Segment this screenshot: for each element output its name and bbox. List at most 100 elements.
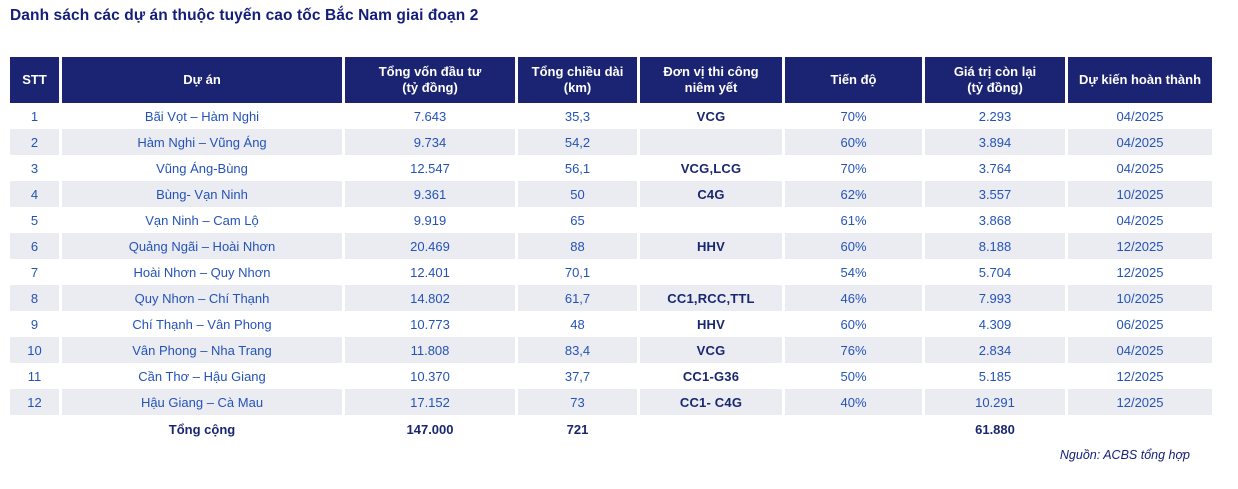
row-7-cell-4 bbox=[640, 259, 785, 285]
table-row: 12 Hậu Giang – Cà Mau 17.152 73 CC1- C4G 40% 1… bbox=[10, 389, 1212, 415]
row-5-cell-1: Vạn Ninh – Cam Lộ bbox=[62, 207, 345, 233]
column-header-1: Dự án bbox=[62, 57, 345, 103]
total-cell-1: Tổng cộng bbox=[62, 415, 345, 443]
row-3-cell-1: Vũng Áng-Bùng bbox=[62, 155, 345, 181]
row-12-cell-1: Hậu Giang – Cà Mau bbox=[62, 389, 345, 415]
row-9-cell-5: 60% bbox=[785, 311, 925, 337]
table-row: 11 Cần Thơ – Hậu Giang 10.370 37,7 CC1-G36 50… bbox=[10, 363, 1212, 389]
row-10-cell-1: Vân Phong – Nha Trang bbox=[62, 337, 345, 363]
row-2-cell-3: 54,2 bbox=[518, 129, 640, 155]
row-7-cell-3: 70,1 bbox=[518, 259, 640, 285]
row-1-cell-7: 04/2025 bbox=[1116, 108, 1164, 124]
row-3-cell-6: 3.764 bbox=[925, 155, 1068, 181]
row-12-cell-7: 12/2025 bbox=[1068, 389, 1212, 415]
column-header-6: Giá trị còn lại (tỷ đồng) bbox=[925, 57, 1068, 103]
table-body: 1 Bãi Vọt – Hàm Nghi 7.643 35,3 VCG 70% 2.293 0… bbox=[10, 103, 1212, 415]
row-4-cell-1: Bùng- Vạn Ninh bbox=[62, 181, 345, 207]
row-12-cell-5: 40% bbox=[785, 389, 925, 415]
column-header-7: Dự kiến hoàn thành bbox=[1068, 57, 1212, 103]
row-4-cell-4: C4G bbox=[640, 181, 785, 207]
table-total-row: Tổng cộng 147.000 721 61.880 bbox=[10, 415, 1212, 443]
row-10-cell-5: 76% bbox=[785, 337, 925, 363]
row-8-cell-0: 8 bbox=[10, 285, 62, 311]
row-1-cell-6: 2.293 bbox=[925, 103, 1068, 129]
row-12-cell-6: 10.291 bbox=[925, 389, 1068, 415]
row-12-cell-0: 12 bbox=[10, 389, 62, 415]
row-6-cell-4: HHV bbox=[640, 233, 785, 259]
row-6-cell-1: Quảng Ngãi – Hoài Nhơn bbox=[62, 233, 345, 259]
row-7-cell-7: 12/2025 bbox=[1116, 264, 1164, 280]
row-8-cell-3: 61,7 bbox=[518, 285, 640, 311]
row-3-cell-4: VCG,LCG bbox=[640, 155, 785, 181]
row-1-cell-1: Bãi Vọt – Hàm Nghi bbox=[62, 103, 345, 129]
projects-table: STT Dự án Tổng vốn đầu tư (tỷ đồng) Tổng ch… bbox=[10, 57, 1212, 443]
row-12-cell-4: CC1- C4G bbox=[640, 389, 785, 415]
table-row: 1 Bãi Vọt – Hàm Nghi 7.643 35,3 VCG 70% 2.293 0… bbox=[10, 103, 1212, 129]
total-cell-6: 61.880 bbox=[925, 415, 1068, 443]
row-1-cell-3: 35,3 bbox=[518, 103, 640, 129]
table-row: 7 Hoài Nhơn – Quy Nhơn 12.401 70,1 54% 5.704 1… bbox=[10, 259, 1212, 285]
row-11-cell-0: 11 bbox=[10, 363, 62, 389]
row-12-cell-3: 73 bbox=[518, 389, 640, 415]
row-2-cell-1: Hàm Nghi – Vũng Áng bbox=[62, 129, 345, 155]
row-5-cell-0: 5 bbox=[10, 207, 62, 233]
row-6-cell-5: 60% bbox=[785, 233, 925, 259]
row-6-cell-7: 12/2025 bbox=[1068, 233, 1212, 259]
column-header-4: Đơn vị thi công niêm yết bbox=[640, 57, 785, 103]
source-note: Nguồn: ACBS tổng hợp bbox=[1059, 448, 1190, 462]
table-row: 8 Quy Nhơn – Chí Thạnh 14.802 61,7 CC1,RCC,T… bbox=[10, 285, 1212, 311]
row-8-cell-6: 7.993 bbox=[925, 285, 1068, 311]
row-10-cell-3: 83,4 bbox=[518, 337, 640, 363]
row-11-cell-5: 50% bbox=[785, 363, 925, 389]
table-row: 5 Vạn Ninh – Cam Lộ 9.919 65 61% 3.868 04/2025 bbox=[10, 207, 1212, 233]
row-2-cell-2: 9.734 bbox=[345, 129, 518, 155]
row-4-cell-3: 50 bbox=[518, 181, 640, 207]
row-1-cell-4: VCG bbox=[640, 103, 785, 129]
row-4-cell-6: 3.557 bbox=[925, 181, 1068, 207]
row-2-cell-5: 60% bbox=[785, 129, 925, 155]
row-11-cell-3: 37,7 bbox=[518, 363, 640, 389]
row-7-cell-0: 7 bbox=[10, 259, 62, 285]
row-4-cell-0: 4 bbox=[10, 181, 62, 207]
row-3-cell-7: 04/2025 bbox=[1116, 160, 1164, 176]
column-header-2: Tổng vốn đầu tư (tỷ đồng) bbox=[345, 57, 518, 103]
row-1-cell-0: 1 bbox=[10, 103, 62, 129]
total-cell-4 bbox=[640, 415, 785, 443]
row-3-cell-3: 56,1 bbox=[518, 155, 640, 181]
row-9-cell-3: 48 bbox=[518, 311, 640, 337]
row-8-cell-2: 14.802 bbox=[345, 285, 518, 311]
row-1-cell-5: 70% bbox=[785, 103, 925, 129]
row-5-cell-4 bbox=[640, 207, 785, 233]
row-11-cell-7: 12/2025 bbox=[1116, 368, 1164, 384]
row-6-cell-3: 88 bbox=[518, 233, 640, 259]
row-7-cell-5: 54% bbox=[785, 259, 925, 285]
table-row: 10 Vân Phong – Nha Trang 11.808 83,4 VCG 76% 2… bbox=[10, 337, 1212, 363]
row-2-cell-6: 3.894 bbox=[925, 129, 1068, 155]
table-row: 3 Vũng Áng-Bùng 12.547 56,1 VCG,LCG 70% 3.764 0… bbox=[10, 155, 1212, 181]
column-header-0: STT bbox=[10, 57, 62, 103]
column-header-3: Tổng chiều dài (km) bbox=[518, 57, 640, 103]
row-11-cell-1: Cần Thơ – Hậu Giang bbox=[62, 363, 345, 389]
row-2-cell-0: 2 bbox=[10, 129, 62, 155]
row-8-cell-1: Quy Nhơn – Chí Thạnh bbox=[62, 285, 345, 311]
row-6-cell-0: 6 bbox=[10, 233, 62, 259]
row-9-cell-7: 06/2025 bbox=[1116, 316, 1164, 332]
row-5-cell-3: 65 bbox=[518, 207, 640, 233]
row-5-cell-2: 9.919 bbox=[345, 207, 518, 233]
row-10-cell-7: 04/2025 bbox=[1068, 337, 1212, 363]
row-7-cell-2: 12.401 bbox=[345, 259, 518, 285]
total-cell-0 bbox=[10, 415, 62, 443]
row-1-cell-2: 7.643 bbox=[345, 103, 518, 129]
row-5-cell-5: 61% bbox=[785, 207, 925, 233]
row-2-cell-4 bbox=[640, 129, 785, 155]
row-8-cell-4: CC1,RCC,TTL bbox=[640, 285, 785, 311]
row-9-cell-1: Chí Thạnh – Vân Phong bbox=[62, 311, 345, 337]
row-11-cell-6: 5.185 bbox=[925, 363, 1068, 389]
row-4-cell-5: 62% bbox=[785, 181, 925, 207]
row-10-cell-0: 10 bbox=[10, 337, 62, 363]
row-8-cell-5: 46% bbox=[785, 285, 925, 311]
column-header-5: Tiến độ bbox=[785, 57, 925, 103]
table-row: 9 Chí Thạnh – Vân Phong 10.773 48 HHV 60% 4.30… bbox=[10, 311, 1212, 337]
row-9-cell-4: HHV bbox=[640, 311, 785, 337]
